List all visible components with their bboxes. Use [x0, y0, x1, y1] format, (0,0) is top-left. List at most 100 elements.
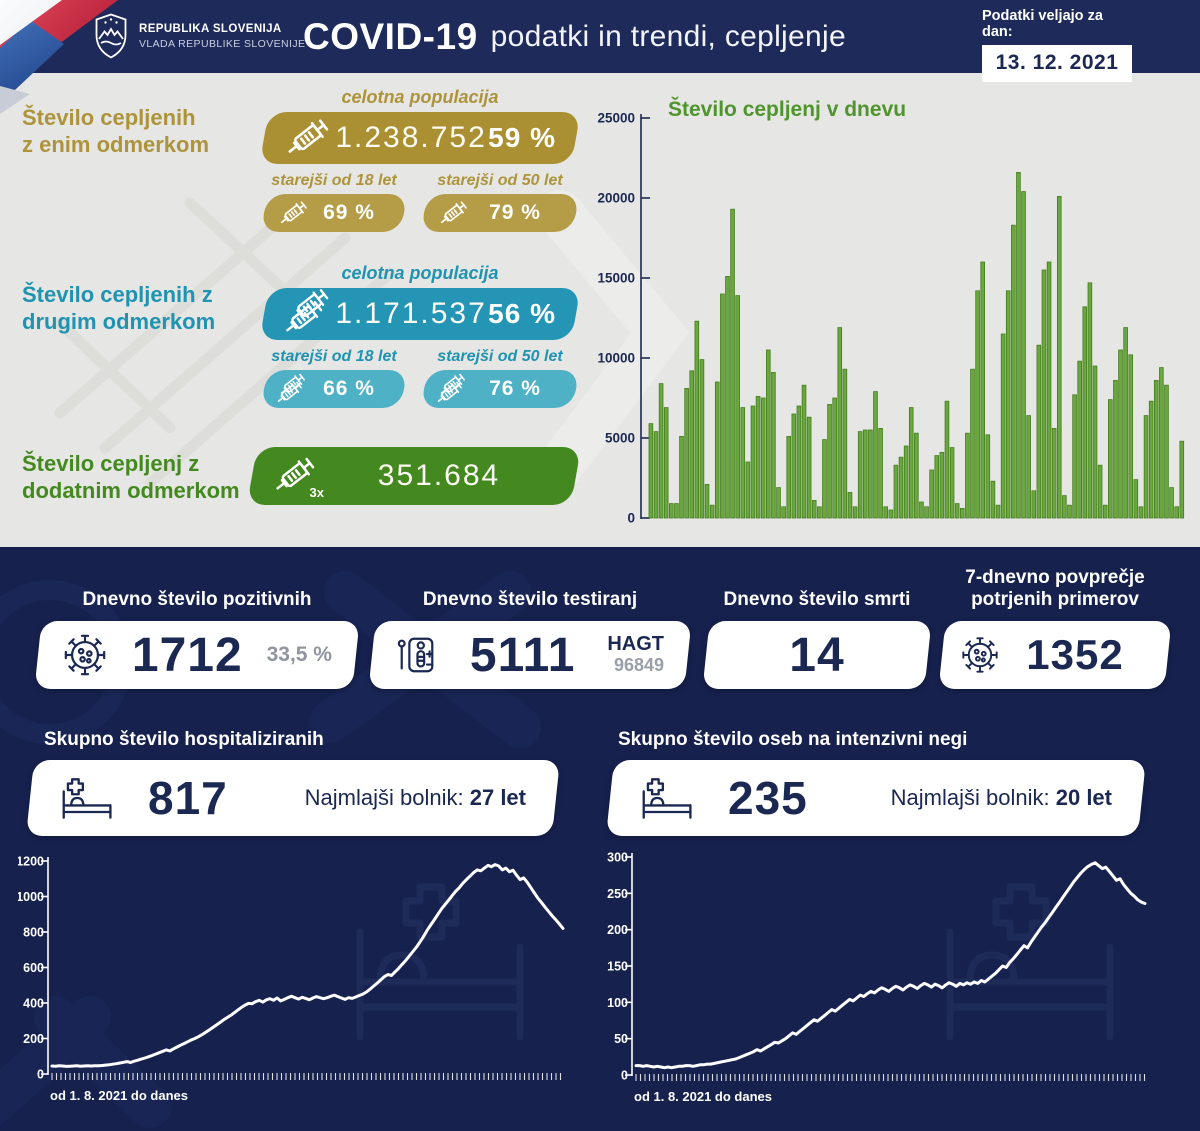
hospitalized-value: 817 [148, 772, 228, 824]
second-dose-over18-label: starejši od 18 let [271, 348, 397, 365]
booster-syringe-icon: 3x [271, 454, 324, 500]
first-dose-total: 1.238.752 [335, 121, 487, 154]
hospital-bed-icon [642, 778, 692, 819]
second-dose-over50-percent: 76 % [489, 377, 541, 400]
icu-chart: 0 50 100 150 200 250 300 od 1. 8. 2021 do danes [600, 845, 1160, 1105]
tests-secondary-value: 96849 [613, 655, 664, 675]
hospitalized-chart: 0 200 400 600 800 1000 1200 od 1. 8. 2021 do da… [16, 845, 578, 1105]
syringe-icon [277, 199, 309, 228]
svg-text:25000: 25000 [597, 111, 635, 126]
svg-text:300: 300 [607, 851, 628, 865]
booster-total: 351.684 [377, 459, 501, 492]
svg-text:800: 800 [23, 926, 44, 940]
icu-card: 235 Najmlajši bolnik: 20 let [606, 760, 1146, 836]
positive-title: Dnevno število pozitivnih [82, 589, 312, 610]
svg-text:15000: 15000 [597, 271, 635, 286]
deaths-card: 14 [702, 621, 932, 689]
second-dose-over18-percent: 66 % [323, 377, 375, 400]
svg-text:200: 200 [23, 1032, 44, 1046]
booster-label: Število cepljenj z dodatnim odmerkom [22, 451, 240, 503]
svg-text:150: 150 [607, 960, 628, 974]
first-dose-over18-percent: 69 % [323, 201, 375, 224]
first-dose-over50-percent: 79 % [489, 201, 541, 224]
header: REPUBLIKA SLOVENIJA VLADA REPUBLIKE SLOV… [0, 0, 1200, 82]
tests-value: 5111 [469, 628, 576, 682]
tests-type-label: HAGT [607, 633, 664, 655]
second-dose-label: Število cepljenih z drugim odmerkom [22, 282, 216, 334]
booster-total-pill: 3x 351.684 [246, 447, 582, 505]
vaccination-section: Število cepljenih z enim odmerkom celotn… [0, 73, 1200, 547]
first-dose-label: Število cepljenih z enim odmerkom [22, 105, 210, 157]
svg-text:20000: 20000 [597, 191, 635, 206]
icu-title: Skupno število oseb na intenzivni negi [618, 729, 968, 750]
gov-line2: VLADA REPUBLIKE SLOVENIJE [139, 37, 306, 50]
svg-text:1200: 1200 [18, 855, 44, 869]
avg7-value: 1352 [1026, 631, 1124, 678]
vaccinations-chart-title: Število cepljenj v dnevu [668, 98, 907, 121]
test-kit-icon [397, 637, 434, 673]
icu-value: 235 [728, 772, 808, 824]
hospitalized-title: Skupno število hospitaliziranih [44, 729, 324, 750]
second-dose-over18-pill: 66 % [260, 370, 408, 408]
double-syringe-icon [434, 372, 468, 407]
second-dose-over50-label: starejši od 50 let [437, 348, 563, 365]
first-dose-over18-pill: 69 % [260, 194, 408, 232]
first-dose-percent: 59 % [488, 122, 556, 153]
avg7-card: 1352 [938, 621, 1172, 689]
svg-text:50: 50 [614, 1032, 628, 1046]
date-label: Podatki veljajo za dan: [982, 8, 1103, 40]
syringe-icon [437, 199, 469, 228]
coat-of-arms-icon [95, 13, 127, 59]
hospitalized-card: 817 Najmlajši bolnik: 27 let [26, 760, 560, 836]
svg-text:od 1. 8. 2021 do danes: od 1. 8. 2021 do danes [50, 1088, 188, 1103]
svg-text:od 1. 8. 2021 do danes: od 1. 8. 2021 do danes [634, 1089, 772, 1104]
svg-text:10000: 10000 [597, 351, 635, 366]
tests-type-block: HAGT 96849 [607, 633, 664, 676]
svg-text:0: 0 [627, 511, 635, 526]
positive-percent: 33,5 % [266, 643, 332, 666]
svg-text:250: 250 [607, 887, 628, 901]
second-dose-total-pill: 1.171.537 56 % [259, 286, 581, 340]
double-syringe-icon [281, 286, 334, 338]
svg-text:400: 400 [23, 997, 44, 1011]
avg7-title: 7-dnevno povprečje potrjenih primerov [965, 567, 1145, 610]
tests-title: Dnevno število testiranj [422, 589, 638, 610]
first-dose-over50-pill: 79 % [420, 194, 580, 232]
positive-value: 1712 [131, 628, 243, 682]
government-branding: REPUBLIKA SLOVENIJA VLADA REPUBLIKE SLOV… [95, 13, 305, 59]
daily-statistics-section: Dnevno število pozitivnih 1712 33,5 % Dn… [0, 547, 1200, 1131]
date-value: 13. 12. 2021 [982, 45, 1132, 82]
double-syringe-icon [274, 372, 308, 407]
page-title: COVID-19 podatki in trendi, cepljenje [303, 0, 846, 73]
first-dose-over18-label: starejši od 18 let [271, 172, 397, 189]
virus-icon [962, 637, 998, 673]
svg-text:100: 100 [607, 996, 628, 1010]
svg-text:0: 0 [621, 1069, 628, 1083]
svg-text:600: 600 [23, 961, 44, 975]
first-dose-total-pill: 1.238.752 59 % [259, 112, 581, 164]
svg-text:1000: 1000 [18, 890, 44, 904]
deaths-value: 14 [789, 628, 845, 682]
booster-multiplier: 3x [309, 485, 324, 500]
positive-card: 1712 33,5 % [34, 621, 360, 689]
syringe-icon [283, 116, 334, 160]
virus-icon [64, 634, 106, 676]
icu-youngest: Najmlajši bolnik: 20 let [890, 785, 1112, 810]
hospitalized-youngest: Najmlajši bolnik: 27 let [304, 785, 526, 810]
second-dose-over50-pill: 76 % [420, 370, 580, 408]
vaccinations-per-day-chart: 0 5000 10000 15000 20000 25000 [585, 95, 1195, 540]
svg-text:5000: 5000 [605, 431, 635, 446]
first-dose-population-label: celotna populacija [341, 87, 499, 107]
hospital-bed-icon [62, 778, 112, 819]
second-dose-percent: 56 % [488, 298, 556, 329]
second-dose-total: 1.171.537 [335, 297, 487, 330]
deaths-title: Dnevno število smrti [723, 589, 911, 610]
svg-text:0: 0 [37, 1068, 44, 1082]
second-dose-population-label: celotna populacija [341, 263, 499, 283]
tests-card: 5111 HAGT 96849 [368, 621, 692, 689]
title-subtitle: podatki in trendi, cepljenje [490, 19, 846, 53]
first-dose-over50-label: starejši od 50 let [437, 172, 563, 189]
svg-text:200: 200 [607, 923, 628, 937]
gov-line1: REPUBLIKA SLOVENIJA [139, 22, 282, 35]
